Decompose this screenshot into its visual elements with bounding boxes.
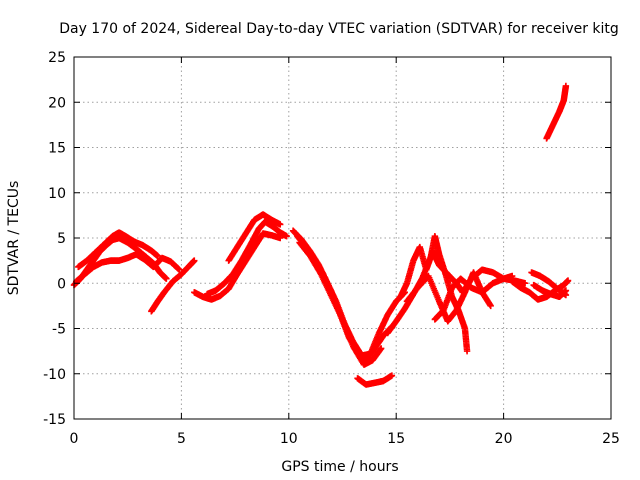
x-tick-label: 10	[280, 431, 298, 447]
data-point	[508, 272, 516, 280]
plot-frame	[73, 56, 612, 420]
data-point	[163, 275, 170, 282]
data-point	[487, 302, 494, 310]
chart-title: Day 170 of 2024, Sidereal Day-to-day VTE…	[59, 21, 619, 37]
grid	[74, 57, 611, 419]
y-tick-label: 15	[48, 141, 66, 157]
x-tick-label: 20	[495, 431, 513, 447]
data-point	[377, 345, 385, 352]
y-tick-label: 0	[57, 276, 66, 292]
y-tick-label: -10	[43, 367, 66, 383]
y-tick-label: 10	[48, 186, 66, 202]
data-point	[521, 280, 529, 287]
x-tick-label: 25	[602, 431, 620, 447]
data-point	[176, 266, 183, 273]
y-tick-label: 25	[48, 50, 66, 66]
data-point	[562, 287, 570, 294]
x-tick-label: 15	[387, 431, 405, 447]
y-tick-label: 20	[48, 95, 66, 111]
data-point	[562, 82, 570, 90]
y-tick-label: -5	[52, 322, 66, 338]
x-tick-label: 0	[70, 431, 79, 447]
data-point	[564, 277, 572, 284]
y-axis-label: SDTVAR / TECUs	[6, 181, 22, 296]
data-point	[463, 347, 471, 355]
data-marks	[70, 82, 572, 388]
x-tick-label: 5	[177, 431, 186, 447]
data-point	[277, 221, 284, 228]
data-point	[283, 232, 290, 240]
data-point	[191, 257, 198, 264]
data-point	[154, 252, 161, 260]
axis-ticks: 0 5 10 15 20 25 -15 -10 -5 0 5 10 15 20 25	[43, 50, 620, 447]
y-tick-label: 5	[57, 231, 66, 247]
y-tick-label: -15	[43, 412, 66, 428]
x-axis-label: GPS time / hours	[281, 459, 398, 475]
data-point	[388, 372, 396, 379]
